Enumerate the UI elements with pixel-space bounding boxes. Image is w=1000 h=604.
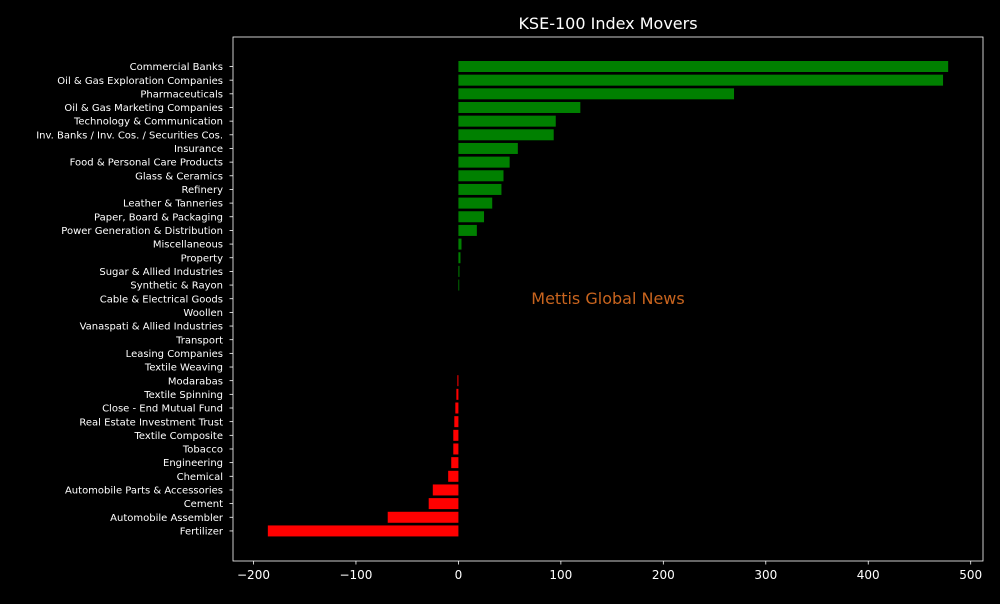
- bar: [458, 61, 949, 72]
- y-tick-label: Miscellaneous: [153, 240, 223, 251]
- y-axis: Commercial Banks Oil & Gas Exploration Co…: [36, 62, 233, 538]
- y-tick-label: Transport: [175, 335, 223, 346]
- y-tick-label: Engineering: [163, 458, 223, 469]
- bar: [458, 115, 556, 127]
- bar: [448, 470, 459, 482]
- y-tick-label: Woollen: [183, 308, 223, 319]
- x-tick-label: 0: [455, 568, 463, 582]
- bars-layer: [267, 61, 949, 537]
- bar: [458, 197, 493, 209]
- bar: [458, 211, 485, 223]
- bar: [458, 265, 460, 277]
- bar: [458, 142, 518, 154]
- y-tick-label: Commercial Banks: [130, 62, 223, 73]
- bar: [451, 457, 459, 469]
- y-tick-label: Pharmaceuticals: [140, 89, 223, 100]
- y-tick-label: Automobile Parts & Accessories: [65, 486, 223, 497]
- x-axis: −200 −100 0 100 200 300 400 500: [237, 561, 982, 582]
- y-tick-label: Oil & Gas Exploration Companies: [57, 76, 223, 87]
- bar: [458, 101, 581, 113]
- bar: [457, 375, 459, 387]
- x-tick-label: 400: [857, 568, 880, 582]
- y-tick-label: Synthetic & Rayon: [130, 281, 223, 292]
- y-tick-label: Glass & Ceramics: [135, 171, 223, 182]
- y-tick-label: Close - End Mutual Fund: [102, 404, 223, 415]
- x-tick-label: −200: [237, 568, 270, 582]
- y-tick-label: Insurance: [174, 144, 223, 155]
- y-tick-label: Cable & Electrical Goods: [100, 294, 223, 305]
- bar: [458, 156, 510, 168]
- bar: [458, 224, 477, 236]
- watermark-annotation: Mettis Global News: [531, 289, 684, 308]
- bar: [428, 498, 459, 510]
- x-tick-label: 100: [549, 568, 572, 582]
- y-tick-label: Textile Composite: [134, 431, 223, 442]
- y-tick-label: Paper, Board & Packaging: [94, 212, 223, 223]
- y-tick-label: Refinery: [182, 185, 224, 196]
- bar: [455, 402, 459, 414]
- y-tick-label: Fertilizer: [180, 527, 224, 538]
- bar: [458, 279, 460, 291]
- bar: [458, 74, 944, 86]
- y-tick-label: Modarabas: [168, 376, 223, 387]
- y-tick-label: Cement: [184, 499, 223, 510]
- y-tick-label: Inv. Banks / Inv. Cos. / Securities Cos.: [36, 130, 223, 141]
- bar: [458, 170, 504, 182]
- y-tick-label: Leather & Tanneries: [123, 199, 223, 210]
- x-tick-label: 500: [959, 568, 982, 582]
- y-tick-label: Technology & Communication: [73, 117, 223, 128]
- bar: [453, 429, 459, 441]
- x-tick-label: −100: [339, 568, 372, 582]
- y-tick-label: Sugar & Allied Industries: [99, 267, 223, 278]
- x-tick-label: 300: [754, 568, 777, 582]
- y-tick-label: Food & Personal Care Products: [70, 158, 223, 169]
- bar: [458, 183, 502, 195]
- bar: [387, 511, 459, 523]
- bar: [458, 129, 554, 141]
- bar: [456, 388, 459, 400]
- y-tick-label: Vanaspati & Allied Industries: [80, 322, 223, 333]
- y-tick-label: Textile Spinning: [143, 390, 223, 401]
- bar: [432, 484, 459, 496]
- y-tick-label: Property: [181, 253, 223, 264]
- y-tick-label: Chemical: [177, 472, 223, 483]
- bar: [458, 252, 461, 264]
- y-tick-label: Leasing Companies: [126, 349, 223, 360]
- bar: [458, 238, 462, 250]
- y-tick-label: Power Generation & Distribution: [61, 226, 223, 237]
- bar: [267, 525, 459, 537]
- bar: [454, 416, 459, 428]
- y-tick-label: Textile Weaving: [144, 363, 223, 374]
- y-tick-label: Tobacco: [182, 445, 223, 456]
- bar: [458, 88, 735, 100]
- y-tick-label: Oil & Gas Marketing Companies: [64, 103, 223, 114]
- x-tick-label: 200: [652, 568, 675, 582]
- chart-title: KSE-100 Index Movers: [518, 14, 697, 33]
- bar: [453, 443, 459, 455]
- y-tick-label: Real Estate Investment Trust: [79, 417, 223, 428]
- y-tick-label: Automobile Assembler: [110, 513, 224, 524]
